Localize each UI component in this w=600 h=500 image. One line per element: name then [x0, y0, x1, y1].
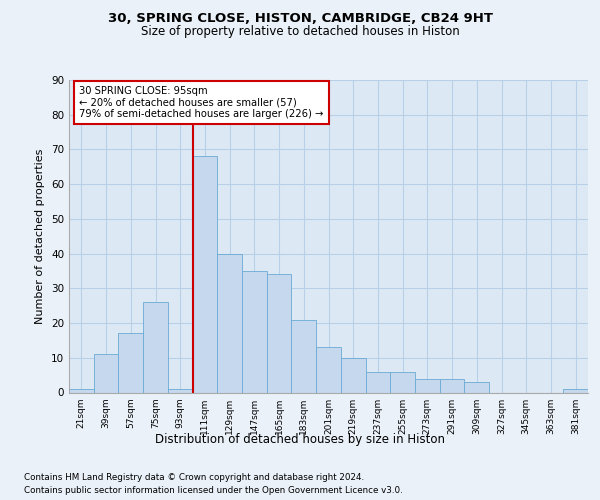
Bar [143, 302, 168, 392]
Bar [292, 320, 316, 392]
Bar [390, 372, 415, 392]
Bar [217, 254, 242, 392]
Text: Distribution of detached houses by size in Histon: Distribution of detached houses by size … [155, 432, 445, 446]
Bar [316, 348, 341, 393]
Bar [267, 274, 292, 392]
Bar [415, 378, 440, 392]
Bar [341, 358, 365, 392]
Bar [118, 334, 143, 392]
Text: Contains HM Land Registry data © Crown copyright and database right 2024.: Contains HM Land Registry data © Crown c… [24, 472, 364, 482]
Text: Contains public sector information licensed under the Open Government Licence v3: Contains public sector information licen… [24, 486, 403, 495]
Text: 30, SPRING CLOSE, HISTON, CAMBRIDGE, CB24 9HT: 30, SPRING CLOSE, HISTON, CAMBRIDGE, CB2… [107, 12, 493, 26]
Bar [563, 389, 588, 392]
Bar [168, 389, 193, 392]
Bar [193, 156, 217, 392]
Text: Size of property relative to detached houses in Histon: Size of property relative to detached ho… [140, 25, 460, 38]
Bar [464, 382, 489, 392]
Bar [440, 378, 464, 392]
Text: 30 SPRING CLOSE: 95sqm
← 20% of detached houses are smaller (57)
79% of semi-det: 30 SPRING CLOSE: 95sqm ← 20% of detached… [79, 86, 324, 120]
Y-axis label: Number of detached properties: Number of detached properties [35, 148, 46, 324]
Bar [242, 271, 267, 392]
Bar [94, 354, 118, 393]
Bar [69, 389, 94, 392]
Bar [365, 372, 390, 392]
